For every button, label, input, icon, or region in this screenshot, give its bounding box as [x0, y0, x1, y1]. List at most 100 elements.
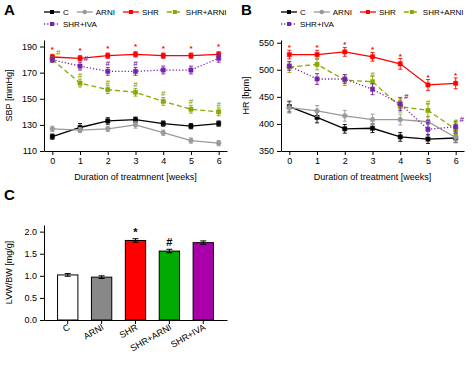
point [161, 54, 165, 58]
point [426, 83, 430, 87]
error-bar [426, 135, 430, 144]
tick-label: 110 [23, 146, 37, 156]
error-bar [161, 97, 165, 105]
tick-label: 350 [259, 146, 274, 156]
legend-label: SHR [142, 8, 159, 17]
point [133, 69, 137, 73]
tick-mark [40, 232, 44, 233]
panel: BDuration of treatment [weeks]HR [bpm]01… [241, 1, 465, 182]
point [287, 105, 292, 110]
tick-label: 130 [22, 120, 37, 130]
tick-label: 1 [78, 156, 83, 166]
tick: 0 [287, 151, 292, 166]
point [315, 62, 319, 66]
error-bar [343, 75, 347, 84]
tick-mark [191, 151, 192, 155]
tick-label: 0.5 [24, 293, 37, 303]
annotation: # [133, 80, 138, 89]
error-bar [287, 102, 291, 113]
error-bar [65, 274, 71, 277]
error-bar [200, 241, 206, 245]
tick: 550 [259, 38, 281, 48]
point [370, 87, 374, 91]
point [189, 138, 194, 143]
point [161, 68, 165, 72]
panel: CLVW/BW [mg/g]CARNISHRSHR+ARNISHR+IVA0.0… [4, 186, 228, 354]
tick: 2.0 [24, 227, 44, 237]
annotation: * [134, 42, 138, 51]
plot-area [58, 239, 214, 320]
tick-label: 3 [370, 156, 375, 166]
point [50, 57, 54, 61]
tick-mark [428, 151, 429, 155]
error-bar [161, 66, 165, 74]
point [161, 121, 165, 125]
tick: 1.0 [24, 271, 44, 281]
error-bar [161, 53, 165, 58]
error-bar [161, 121, 165, 126]
legend-item: SHR+IVA [281, 20, 335, 29]
point [189, 124, 193, 128]
bar [58, 275, 78, 320]
error-bar [398, 133, 402, 142]
legend-marker [320, 10, 325, 15]
tick: 450 [259, 92, 281, 102]
point [287, 52, 291, 56]
tick: 170 [22, 68, 44, 78]
tick-label: 1.0 [24, 271, 37, 281]
annotation: # [133, 59, 138, 68]
error-bar [315, 59, 319, 70]
x-axis-title: Duration of treatment [weeks] [314, 172, 432, 182]
x-axis: 0123456 [282, 151, 465, 166]
error-bar [426, 116, 430, 127]
y-axis-line [44, 41, 45, 152]
point [217, 121, 221, 125]
tick-label: 1 [315, 156, 320, 166]
error-bar [133, 239, 139, 243]
x-axis: 0123456 [45, 151, 228, 166]
point [189, 68, 193, 72]
annotation: # [106, 59, 111, 68]
annotation: * [426, 73, 430, 82]
y-axis: 0.00.51.01.52.0 [24, 226, 44, 326]
point [133, 52, 137, 56]
annotation: * [189, 44, 193, 53]
point [343, 127, 347, 131]
legend-label: SHR+IVA [300, 20, 335, 29]
tick: 4 [161, 151, 166, 166]
tick: ARNI [82, 320, 106, 341]
annotation: * [315, 43, 319, 52]
point [50, 57, 54, 61]
x-axis-title: Duration of treatmnent [weeks] [74, 172, 197, 182]
error-bar [217, 108, 221, 116]
tick: 0.5 [24, 293, 44, 303]
tick: 5 [189, 151, 194, 166]
point [106, 88, 110, 92]
tick-label: 170 [22, 68, 37, 78]
tick-label: 6 [217, 156, 222, 166]
error-bar [78, 79, 82, 87]
error-bar [371, 114, 375, 125]
point [426, 127, 430, 131]
tick-mark [40, 47, 44, 48]
annotation: # [426, 117, 431, 126]
tick-mark [277, 151, 281, 152]
tick-mark [40, 320, 44, 321]
series-line [52, 60, 218, 112]
tick-label: 3 [133, 156, 138, 166]
point [106, 119, 110, 123]
point [189, 54, 193, 58]
error-bar [78, 62, 82, 70]
tick-mark [345, 151, 346, 155]
point [398, 135, 402, 139]
legend-item: ARNI [77, 8, 115, 17]
point [78, 128, 83, 133]
legend-marker [366, 10, 370, 14]
tick: 2 [343, 151, 348, 166]
tick-label: 2.0 [24, 227, 37, 237]
tick-label: 6 [454, 156, 459, 166]
y-axis-title: LVW/BW [mg/g] [4, 241, 14, 304]
tick-label: 500 [259, 65, 274, 75]
tick-label: SHR [118, 322, 140, 340]
point [217, 56, 221, 60]
